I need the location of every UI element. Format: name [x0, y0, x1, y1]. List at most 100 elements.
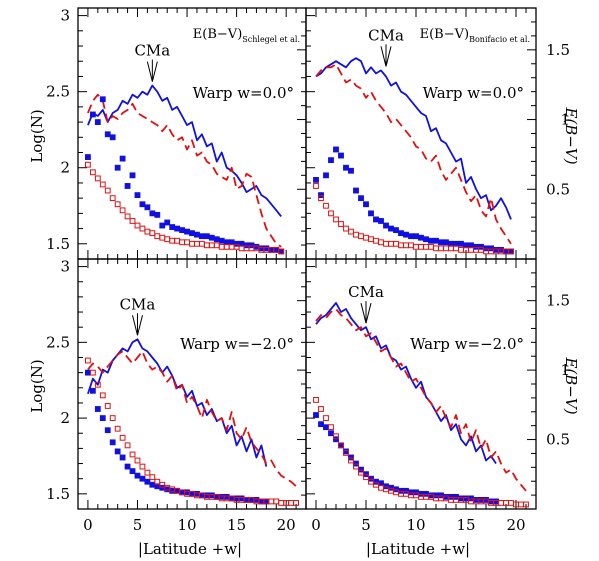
data-point-blue-square	[408, 233, 414, 240]
series-group	[85, 84, 285, 255]
data-point-red-open-square	[134, 222, 141, 229]
data-point-blue-square	[458, 495, 464, 502]
data-point-blue-square	[478, 243, 484, 250]
data-point-blue-square	[353, 460, 359, 467]
data-point-blue-square	[383, 483, 389, 490]
data-point-blue-square	[119, 454, 126, 461]
data-point-red-open-square	[458, 246, 464, 253]
data-point-blue-square	[403, 487, 409, 494]
y-tick-label: 2	[60, 409, 70, 427]
data-point-red-open-square	[373, 237, 379, 244]
data-point-blue-square	[233, 240, 240, 247]
data-point-blue-square	[149, 210, 156, 217]
series-line-red-dashed	[315, 63, 512, 245]
cma-label: CMa	[348, 283, 384, 301]
data-point-blue-square	[223, 493, 230, 500]
data-point-blue-square	[368, 210, 374, 217]
data-point-blue-square	[418, 234, 424, 241]
ebv-tick-label: 1	[560, 111, 570, 129]
data-point-blue-square	[423, 490, 429, 497]
data-point-blue-square	[463, 495, 469, 502]
data-point-blue-square	[189, 230, 195, 237]
data-point-blue-square	[154, 211, 161, 218]
data-point-red-open-square	[288, 500, 295, 506]
data-point-red-open-square	[498, 500, 504, 506]
cma-arrow-head	[151, 61, 158, 82]
data-point-blue-square	[89, 387, 96, 394]
data-point-blue-square	[189, 490, 195, 497]
data-point-red-open-square	[328, 424, 334, 431]
cma-arrow-head	[131, 315, 138, 336]
data-point-blue-square	[373, 478, 379, 485]
cma-label: CMa	[134, 42, 170, 60]
data-point-red-open-square	[358, 233, 364, 240]
data-point-blue-square	[403, 231, 409, 238]
series-line-blue	[315, 301, 497, 464]
data-point-red-open-square	[333, 216, 339, 223]
data-point-red-open-square	[189, 240, 195, 247]
y-axis-label-top: Log(N)	[28, 109, 46, 162]
data-point-red-open-square	[149, 474, 156, 481]
data-point-blue-square	[393, 486, 399, 493]
data-point-blue-square	[348, 167, 354, 174]
series-line-red-dashed	[87, 350, 297, 487]
data-point-blue-square	[203, 492, 210, 499]
data-point-blue-square	[438, 492, 444, 499]
data-point-red-open-square	[378, 239, 384, 246]
data-point-blue-square	[179, 227, 185, 233]
ebv-tick-label: 1.5	[546, 41, 570, 59]
data-point-red-open-square	[144, 469, 151, 476]
data-point-blue-square	[213, 236, 220, 243]
data-point-blue-square	[218, 493, 225, 500]
ebv-tick-label: 0.5	[546, 431, 570, 449]
data-point-blue-square	[213, 493, 220, 500]
ebv-tick-label: 1.5	[546, 292, 570, 310]
series-group	[85, 338, 299, 506]
data-point-blue-square	[109, 134, 116, 141]
data-point-blue-square	[388, 225, 394, 232]
data-point-blue-square	[164, 219, 171, 226]
data-point-blue-square	[313, 176, 319, 183]
data-point-red-open-square	[318, 195, 324, 202]
data-point-red-open-square	[368, 478, 374, 485]
data-point-red-open-square	[443, 245, 449, 252]
x-tick-label: 20	[277, 516, 296, 534]
data-point-red-open-square	[89, 369, 96, 376]
data-point-red-open-square	[114, 201, 121, 208]
data-point-red-open-square	[104, 403, 111, 409]
data-point-blue-square	[208, 492, 215, 499]
panel-top-right: 0.5 1 1.5 CMa Warp w=0.0° E(B−V)Bonifacio et …	[305, 7, 570, 260]
x-tick-label: 20	[506, 516, 525, 534]
data-point-red-open-square	[139, 225, 146, 232]
data-point-blue-square	[203, 233, 210, 240]
data-point-blue-square	[228, 495, 235, 502]
data-point-blue-square	[368, 475, 374, 482]
data-point-blue-square	[483, 245, 489, 252]
data-point-blue-square	[134, 192, 141, 199]
panel-bottom-right: 0 5 10 15 20 0.5 1 1.5 CMa Warp w=−2.0°	[305, 258, 570, 534]
data-point-red-open-square	[159, 481, 166, 488]
panels-group: 1.5 2 2.5 3 CMa Warp w=0.0° E(B−V)Schlegel et …	[46, 7, 570, 534]
data-point-blue-square	[174, 487, 181, 494]
data-point-blue-square	[473, 497, 479, 503]
cma-arrow-head	[146, 61, 153, 82]
data-point-blue-square	[144, 478, 151, 485]
data-point-blue-square	[333, 146, 339, 153]
data-point-blue-square	[194, 490, 200, 497]
data-point-red-open-square	[388, 240, 394, 247]
data-point-red-open-square	[428, 243, 434, 250]
data-point-blue-square	[253, 497, 260, 503]
cma-arrow-head	[136, 315, 143, 336]
data-point-blue-square	[258, 245, 265, 252]
data-point-red-open-square	[338, 442, 344, 449]
data-point-red-open-square	[134, 457, 141, 464]
data-point-blue-square	[184, 489, 190, 496]
data-point-blue-square	[433, 492, 439, 499]
data-point-blue-square	[328, 430, 334, 437]
panel-frame	[77, 258, 307, 510]
data-point-red-open-square	[94, 381, 101, 388]
data-point-blue-square	[328, 157, 334, 164]
x-tick-label: 15	[227, 516, 246, 534]
data-point-red-open-square	[523, 501, 529, 508]
data-point-red-open-square	[383, 240, 389, 247]
